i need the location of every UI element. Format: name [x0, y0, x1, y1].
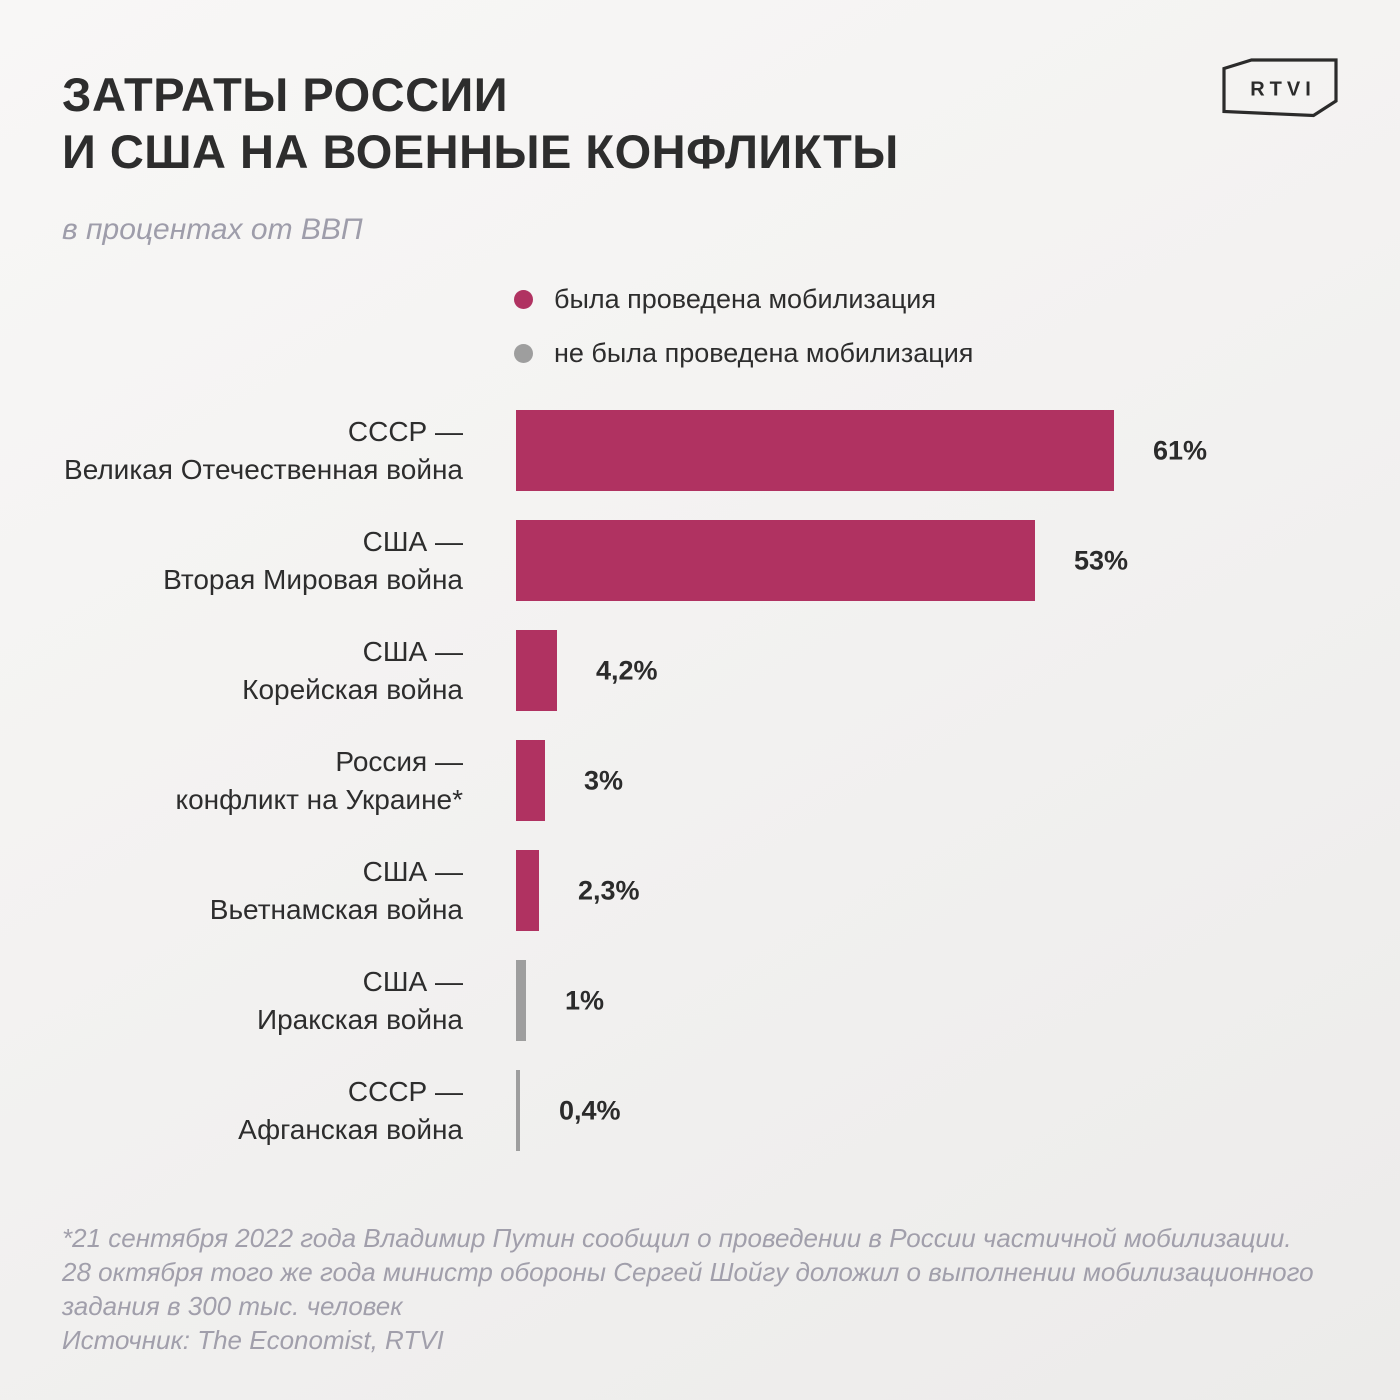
page-subtitle: в процентах от ВВП [62, 213, 363, 246]
chart-legend: была проведена мобилизация не была прове… [514, 284, 973, 369]
footnote: *21 сентября 2022 года Владимир Путин со… [62, 1221, 1314, 1357]
bar [516, 410, 1114, 491]
legend-dot-icon [514, 344, 533, 363]
bar-category-label: СССР — Великая Отечественная война [0, 413, 463, 489]
bar-value-label: 1% [565, 985, 605, 1015]
bar-value-label: 61% [1153, 435, 1208, 465]
bar-value-label: 0,4% [559, 1095, 621, 1125]
bar-category-label: СССР — Афганская война [0, 1073, 463, 1149]
rtvi-logo-frame [1222, 58, 1338, 118]
bar-category-conflict: Великая Отечественная война [64, 453, 463, 485]
bar-category-conflict: Иракская война [256, 1003, 463, 1035]
bar-value-label: 3% [584, 765, 624, 795]
footnote-line: *21 сентября 2022 года Владимир Путин со… [62, 1223, 1292, 1253]
bar-category-country: СССР — [347, 1075, 463, 1107]
page-title-line-1: ЗАТРАТЫ РОССИИ [62, 68, 509, 121]
chart-row: США — Вторая Мировая война 53% [0, 520, 1400, 601]
rtvi-logo-text: RTVI [1250, 79, 1316, 101]
bar-category-country: СССР — [347, 415, 463, 447]
footnote-line: Источник: The Economist, RTVI [62, 1325, 444, 1355]
bar-category-country: США — [362, 635, 463, 667]
bar [516, 740, 545, 821]
rtvi-logo: RTVI [1222, 58, 1338, 118]
bar-category-country: США — [362, 855, 463, 887]
bar-category-label: США — Вторая Мировая война [0, 523, 463, 599]
chart-row: СССР — Афганская война 0,4% [0, 1070, 1400, 1151]
bar-category-label: США — Корейская война [0, 633, 463, 709]
bar-category-conflict: Вторая Мировая война [163, 563, 463, 595]
legend-item: была проведена мобилизация [514, 284, 973, 315]
footnote-line: 28 октября того же года министр обороны … [62, 1257, 1314, 1287]
bar-category-label: США — Иракская война [0, 963, 463, 1039]
chart-row: СССР — Великая Отечественная война 61% [0, 410, 1400, 491]
bar-category-conflict: конфликт на Украине* [175, 783, 463, 815]
chart-row: США — Корейская война 4,2% [0, 630, 1400, 711]
page-title: ЗАТРАТЫ РОССИИ И США НА ВОЕННЫЕ КОНФЛИКТ… [62, 66, 899, 180]
bar-category-conflict: Корейская война [242, 673, 463, 705]
bar [516, 960, 526, 1041]
bar [516, 630, 557, 711]
bar-category-label: Россия — конфликт на Украине* [0, 743, 463, 819]
bar-category-country: США — [362, 965, 463, 997]
legend-label: не была проведена мобилизация [554, 338, 974, 368]
bar [516, 520, 1035, 601]
bar-category-conflict: Афганская война [238, 1113, 463, 1145]
bar-category-country: США — [362, 525, 463, 557]
bar-category-label: США — Вьетнамская война [0, 853, 463, 929]
bar [516, 850, 539, 931]
footnote-line: задания в 300 тыс. человек [62, 1291, 403, 1321]
bar-value-label: 4,2% [596, 655, 658, 685]
bar-category-conflict: Вьетнамская война [209, 893, 463, 925]
bar-value-label: 2,3% [578, 875, 640, 905]
chart-row: США — Вьетнамская война 2,3% [0, 850, 1400, 931]
bar-category-country: Россия — [335, 745, 463, 777]
bar-value-label: 53% [1074, 545, 1129, 575]
chart-row: Россия — конфликт на Украине* 3% [0, 740, 1400, 821]
chart-row: США — Иракская война 1% [0, 960, 1400, 1041]
legend-label: была проведена мобилизация [554, 284, 936, 314]
bar [516, 1070, 520, 1151]
legend-dot-icon [514, 290, 533, 309]
page-title-line-2: И США НА ВОЕННЫЕ КОНФЛИКТЫ [62, 125, 899, 178]
legend-item: не была проведена мобилизация [514, 338, 973, 369]
